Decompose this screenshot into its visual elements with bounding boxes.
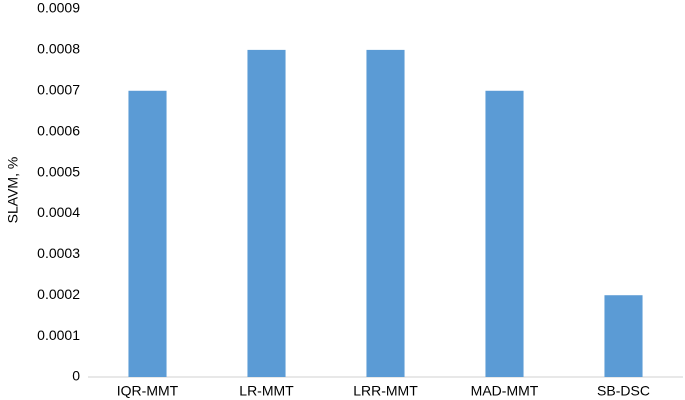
bar <box>366 49 405 378</box>
y-axis-label: SLAVM, % <box>5 157 21 224</box>
y-tick-label: 0.0001 <box>37 327 80 343</box>
bar <box>128 90 167 378</box>
y-tick-label: 0 <box>72 368 80 384</box>
bar <box>485 90 524 378</box>
y-tick-label: 0.0005 <box>37 163 80 179</box>
x-tick-label: SB-DSC <box>597 383 650 399</box>
y-tick-label: 0.0003 <box>37 245 80 261</box>
y-tick-label: 0.0009 <box>37 0 80 16</box>
x-tick-label: IQR-MMT <box>117 383 179 399</box>
y-tick-label: 0.0002 <box>37 286 80 302</box>
y-tick-label: 0.0007 <box>37 81 80 97</box>
x-tick-label: LRR-MMT <box>353 383 418 399</box>
bar <box>247 49 286 378</box>
y-tick-label: 0.0008 <box>37 41 80 57</box>
y-tick-label: 0.0006 <box>37 122 80 138</box>
y-tick-label: 0.0004 <box>37 204 80 220</box>
bar <box>604 295 643 377</box>
x-tick-label: LR-MMT <box>239 383 294 399</box>
x-tick-label: MAD-MMT <box>471 383 539 399</box>
